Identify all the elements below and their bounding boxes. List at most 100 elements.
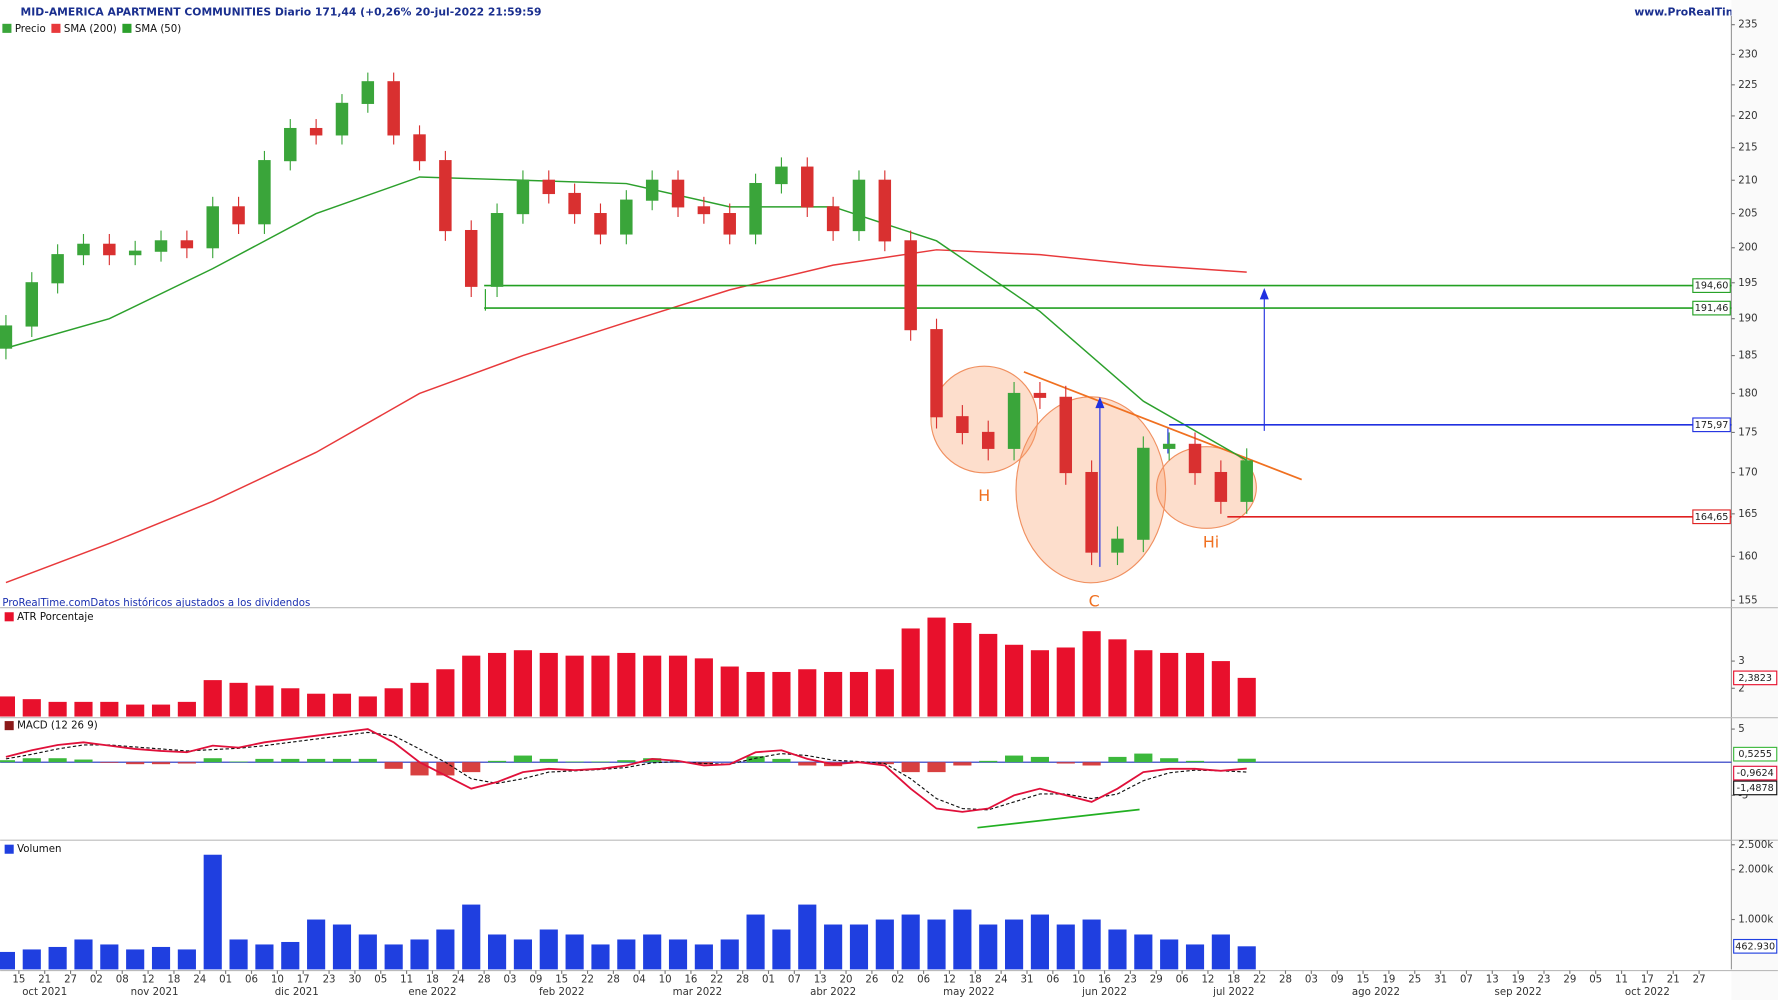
histogram-bar — [1082, 762, 1101, 766]
legend-swatch — [2, 23, 12, 33]
y-tick-label: 185 — [1738, 351, 1757, 362]
x-tick-label: 23 — [1124, 975, 1137, 986]
bar — [849, 671, 869, 717]
month-label: ene 2022 — [408, 987, 456, 998]
y-tick-label: 155 — [1738, 595, 1757, 606]
candle-body — [25, 282, 39, 327]
value-label: 191,46 — [1695, 303, 1729, 314]
histogram-bar — [177, 762, 196, 764]
x-tick-label: 28 — [607, 975, 620, 986]
bar — [565, 655, 584, 717]
bar — [1082, 919, 1101, 970]
x-tick-label: 18 — [167, 975, 180, 986]
x-tick-label: 23 — [1538, 975, 1551, 986]
x-tick-label: 05 — [1589, 975, 1602, 986]
candle-body — [1240, 460, 1253, 502]
value-label: 194,60 — [1695, 281, 1729, 292]
candle-body — [1214, 471, 1228, 502]
value-box — [1692, 300, 1731, 316]
histogram-bar — [0, 760, 15, 763]
value-box — [1692, 509, 1731, 525]
y-tick-label: 160 — [1738, 551, 1757, 562]
bar — [0, 696, 15, 717]
x-tick-label: 13 — [814, 975, 827, 986]
histogram-bar — [772, 758, 791, 763]
bar — [539, 929, 558, 970]
candle-body — [904, 240, 917, 331]
histogram-bar — [927, 762, 946, 773]
bar — [1056, 647, 1075, 717]
histogram-bar — [281, 758, 300, 763]
bar — [591, 944, 610, 970]
candle-body — [1059, 396, 1073, 474]
bar — [22, 699, 41, 717]
histogram-bar — [488, 760, 507, 763]
bar — [1030, 650, 1049, 717]
bar — [1211, 661, 1230, 717]
y-tick-label: 210 — [1738, 175, 1757, 186]
bar — [643, 655, 662, 717]
value-box — [1692, 417, 1731, 433]
month-label: ago 2022 — [1352, 987, 1400, 998]
bar — [746, 914, 765, 970]
candle-body — [206, 206, 219, 249]
candle-body — [568, 192, 581, 215]
candle-body — [956, 416, 969, 434]
candle-body — [671, 179, 685, 208]
bar — [539, 652, 558, 717]
candle-body — [697, 206, 711, 215]
candle-body — [335, 102, 349, 136]
bar — [798, 669, 817, 717]
candle-body — [1162, 443, 1176, 449]
x-tick-label: 24 — [193, 975, 206, 986]
candle-body — [490, 213, 504, 287]
bar — [953, 909, 972, 970]
candle-body — [284, 127, 297, 162]
x-tick-label: 15 — [12, 975, 25, 986]
x-tick-label: 13 — [1486, 975, 1499, 986]
y-tick-label: 180 — [1738, 388, 1757, 399]
bar — [332, 693, 352, 717]
value-label: 2,3823 — [1738, 673, 1772, 684]
histogram-bar — [358, 758, 377, 763]
value-label: -0,9624 — [1737, 768, 1774, 779]
value-label: 164,65 — [1695, 512, 1729, 523]
x-tick-label: 02 — [90, 975, 103, 986]
bar — [875, 669, 894, 717]
bar — [1185, 652, 1205, 717]
bar — [410, 682, 429, 717]
histogram-bar — [565, 761, 584, 763]
pattern-circle — [1156, 446, 1257, 529]
histogram-bar — [953, 762, 972, 766]
x-tick-label: 20 — [840, 975, 853, 986]
histogram-bar — [151, 762, 171, 765]
histogram-bar — [1108, 756, 1127, 763]
month-label: jun 2022 — [1081, 987, 1127, 998]
bar — [74, 701, 93, 717]
histogram-bar — [617, 760, 636, 763]
y-tick-label: 2.000k — [1738, 865, 1773, 876]
x-tick-label: 24 — [995, 975, 1008, 986]
y-tick-label: 165 — [1738, 509, 1757, 520]
month-label: oct 2022 — [1625, 987, 1670, 998]
bar — [48, 701, 67, 717]
y-tick-label: 2 — [1738, 683, 1744, 694]
candle-body — [542, 179, 556, 195]
month-label: abr 2022 — [810, 987, 856, 998]
bar — [384, 944, 403, 970]
bar — [229, 682, 248, 717]
bar — [513, 939, 532, 970]
bar — [1030, 914, 1049, 970]
bar — [1185, 944, 1205, 970]
x-tick-label: 10 — [271, 975, 284, 986]
bar — [772, 929, 791, 970]
bar — [177, 949, 196, 970]
candle-body — [620, 199, 633, 235]
bar — [565, 934, 584, 970]
legend-label: SMA (200) — [64, 24, 117, 35]
value-box — [1733, 780, 1778, 796]
value-box — [1733, 746, 1778, 762]
candle-body — [801, 166, 814, 208]
histogram-bar — [22, 758, 41, 763]
bar — [126, 949, 145, 970]
